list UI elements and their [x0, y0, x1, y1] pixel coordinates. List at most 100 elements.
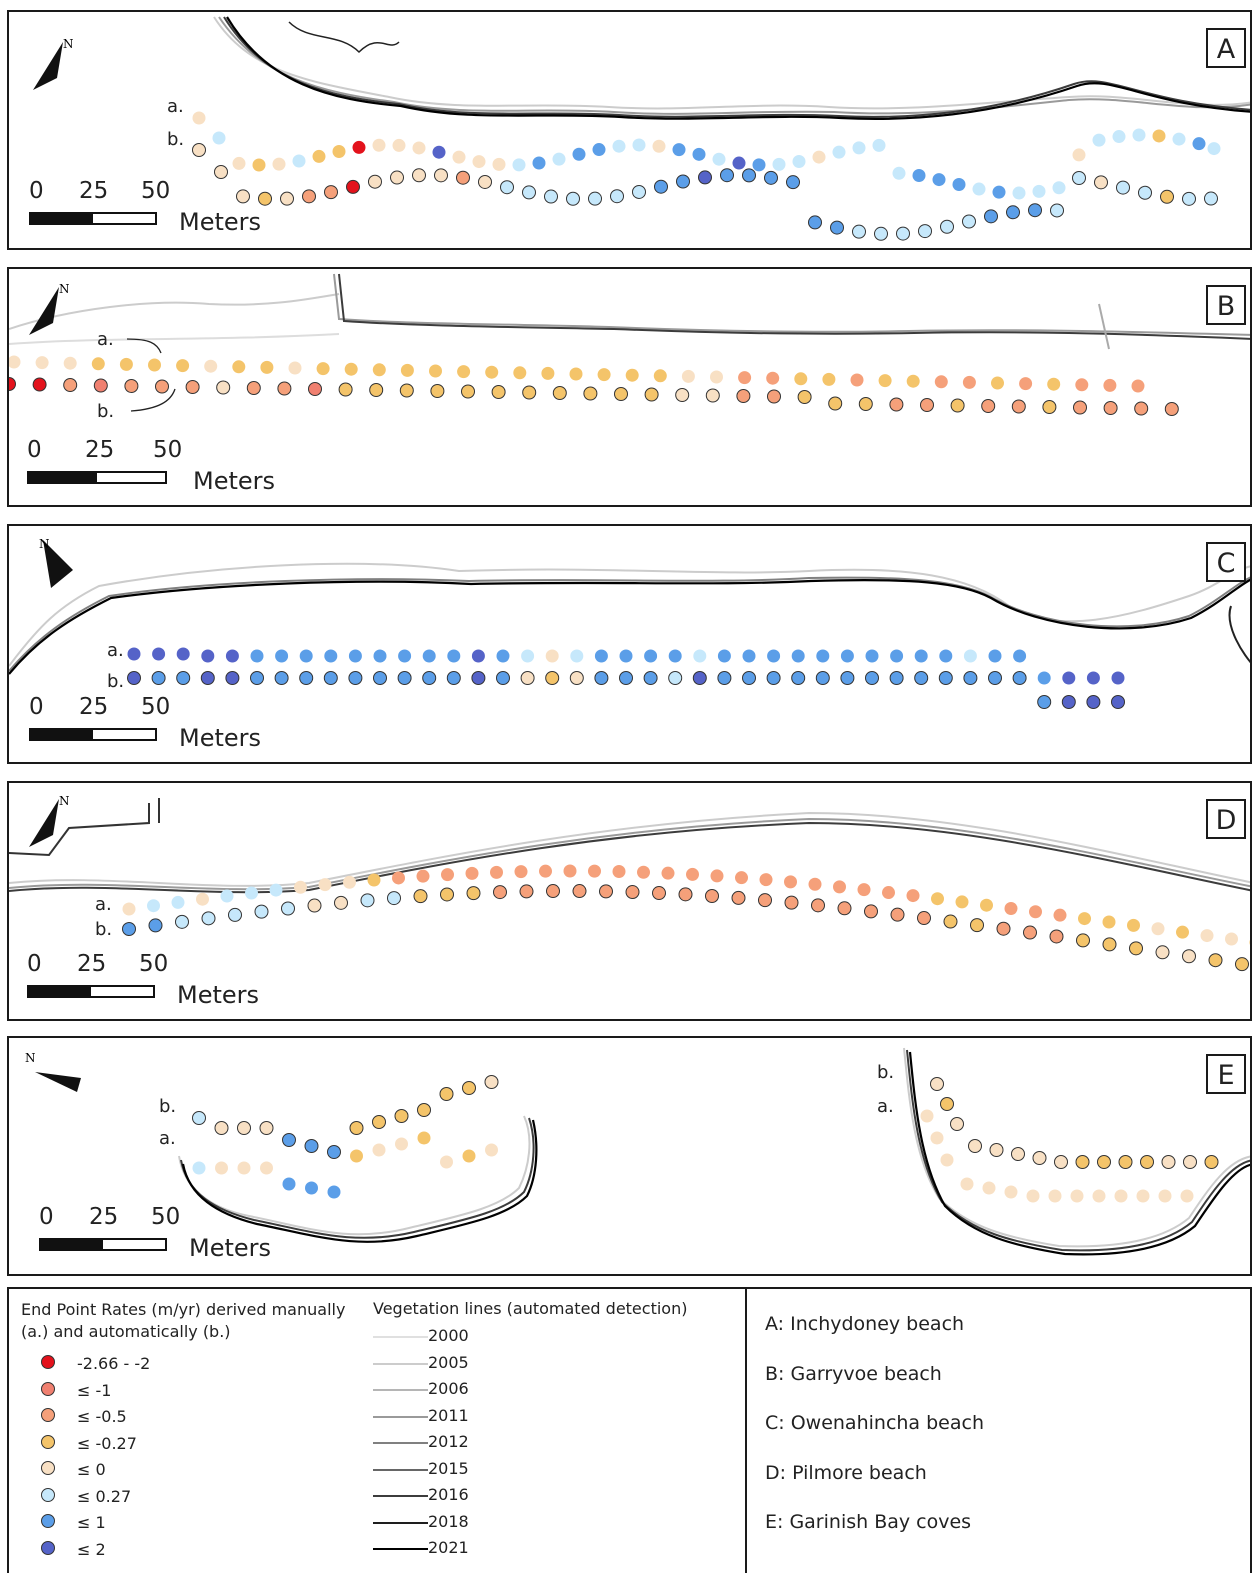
epr-point	[9, 355, 21, 369]
epr-point	[736, 389, 751, 403]
epr-point	[282, 1177, 296, 1191]
panel-letter: C	[1206, 542, 1246, 582]
legend-site-label: C: Owenahincha beach	[765, 1412, 984, 1434]
epr-point	[308, 382, 322, 396]
epr-point	[344, 362, 358, 376]
legend-swatch	[41, 1514, 55, 1528]
epr-point	[865, 649, 879, 663]
epr-point	[350, 1149, 363, 1163]
legend-year-label: 2016	[428, 1485, 469, 1504]
epr-point	[906, 374, 920, 388]
epr-point	[931, 892, 944, 906]
epr-point	[1004, 1185, 1018, 1199]
legend-class-label: ≤ -0.27	[77, 1433, 137, 1453]
epr-point	[512, 158, 526, 172]
legend-swatch	[41, 1434, 55, 1449]
epr-point	[1136, 1189, 1150, 1203]
epr-point	[372, 138, 386, 152]
epr-point	[1012, 186, 1026, 200]
epr-point	[644, 649, 658, 663]
scale-bar: 0 25 50 Meters	[29, 694, 289, 754]
epr-legend: End Point Rates (m/yr) derived manually …	[21, 1299, 361, 1563]
epr-point	[735, 871, 748, 885]
epr-point	[816, 649, 830, 663]
epr-point	[892, 166, 906, 180]
scale-units: Meters	[177, 981, 260, 1009]
epr-point	[972, 182, 986, 196]
epr-point	[1061, 695, 1076, 709]
epr-point	[245, 886, 258, 900]
epr-point	[478, 174, 492, 189]
epr-point	[828, 396, 843, 411]
epr-point	[614, 387, 628, 401]
legend-line-swatch	[373, 1495, 428, 1497]
epr-point	[412, 141, 426, 155]
epr-point	[461, 384, 475, 399]
scale-units: Meters	[179, 208, 262, 236]
legend-swatch	[41, 1461, 55, 1475]
scale-tick: 50	[141, 178, 171, 204]
epr-point	[204, 359, 218, 373]
epr-point	[989, 1143, 1004, 1157]
epr-point	[1075, 378, 1089, 392]
epr-point	[302, 189, 316, 204]
epr-point	[369, 383, 384, 397]
epr-point	[766, 371, 780, 385]
epr-point	[906, 889, 920, 903]
epr-point	[1042, 400, 1057, 414]
vegetation-legend: Vegetation lines (automated detection) 2…	[373, 1299, 733, 1566]
epr-point	[563, 864, 577, 878]
epr-point	[890, 649, 904, 663]
epr-point	[693, 649, 707, 663]
epr-point	[960, 1177, 974, 1191]
epr-point	[632, 184, 646, 199]
epr-point	[225, 671, 240, 685]
epr-point	[943, 914, 958, 929]
epr-point	[1062, 671, 1076, 685]
legend-site-label: B: Garryvoe beach	[765, 1362, 942, 1385]
epr-point	[471, 671, 486, 685]
epr-point	[520, 671, 535, 685]
epr-point	[440, 887, 454, 902]
epr-point	[250, 649, 264, 663]
epr-point	[797, 390, 812, 404]
epr-point	[705, 888, 719, 903]
epr-point	[274, 671, 289, 685]
epr-point	[963, 649, 977, 663]
epr-point	[452, 150, 466, 164]
epr-point	[545, 649, 559, 663]
legend-class-label: ≤ 1	[77, 1513, 106, 1532]
epr-point	[1053, 908, 1067, 922]
row-label-a: a.	[97, 329, 114, 350]
legend: End Point Rates (m/yr) derived manually …	[7, 1287, 1252, 1573]
epr-point	[950, 1117, 964, 1131]
row-label-b: b.	[95, 919, 113, 940]
epr-point	[466, 886, 481, 901]
epr-point	[1029, 905, 1042, 919]
epr-point	[857, 883, 871, 897]
epr-point	[572, 147, 586, 161]
epr-point	[472, 155, 486, 169]
panel-letter: B	[1206, 285, 1246, 325]
epr-point	[185, 380, 200, 394]
epr-point	[766, 671, 781, 685]
epr-point	[201, 649, 215, 663]
epr-point	[346, 179, 360, 194]
legend-year-label: 2005	[428, 1352, 469, 1372]
legend-line-swatch	[373, 1442, 428, 1444]
epr-point	[653, 369, 667, 383]
epr-point	[1047, 377, 1061, 391]
epr-point	[1208, 953, 1223, 968]
epr-point	[717, 671, 732, 685]
epr-point	[422, 671, 437, 685]
epr-point	[939, 649, 953, 663]
epr-point	[952, 177, 966, 191]
epr-point	[541, 366, 555, 380]
epr-point	[500, 180, 514, 195]
legend-class-label: ≤ -0.5	[77, 1407, 127, 1426]
epr-point	[343, 875, 356, 889]
row-label-a: a.	[877, 1096, 894, 1117]
epr-point	[155, 379, 169, 394]
epr-point	[712, 152, 726, 166]
epr-point	[1200, 929, 1214, 943]
